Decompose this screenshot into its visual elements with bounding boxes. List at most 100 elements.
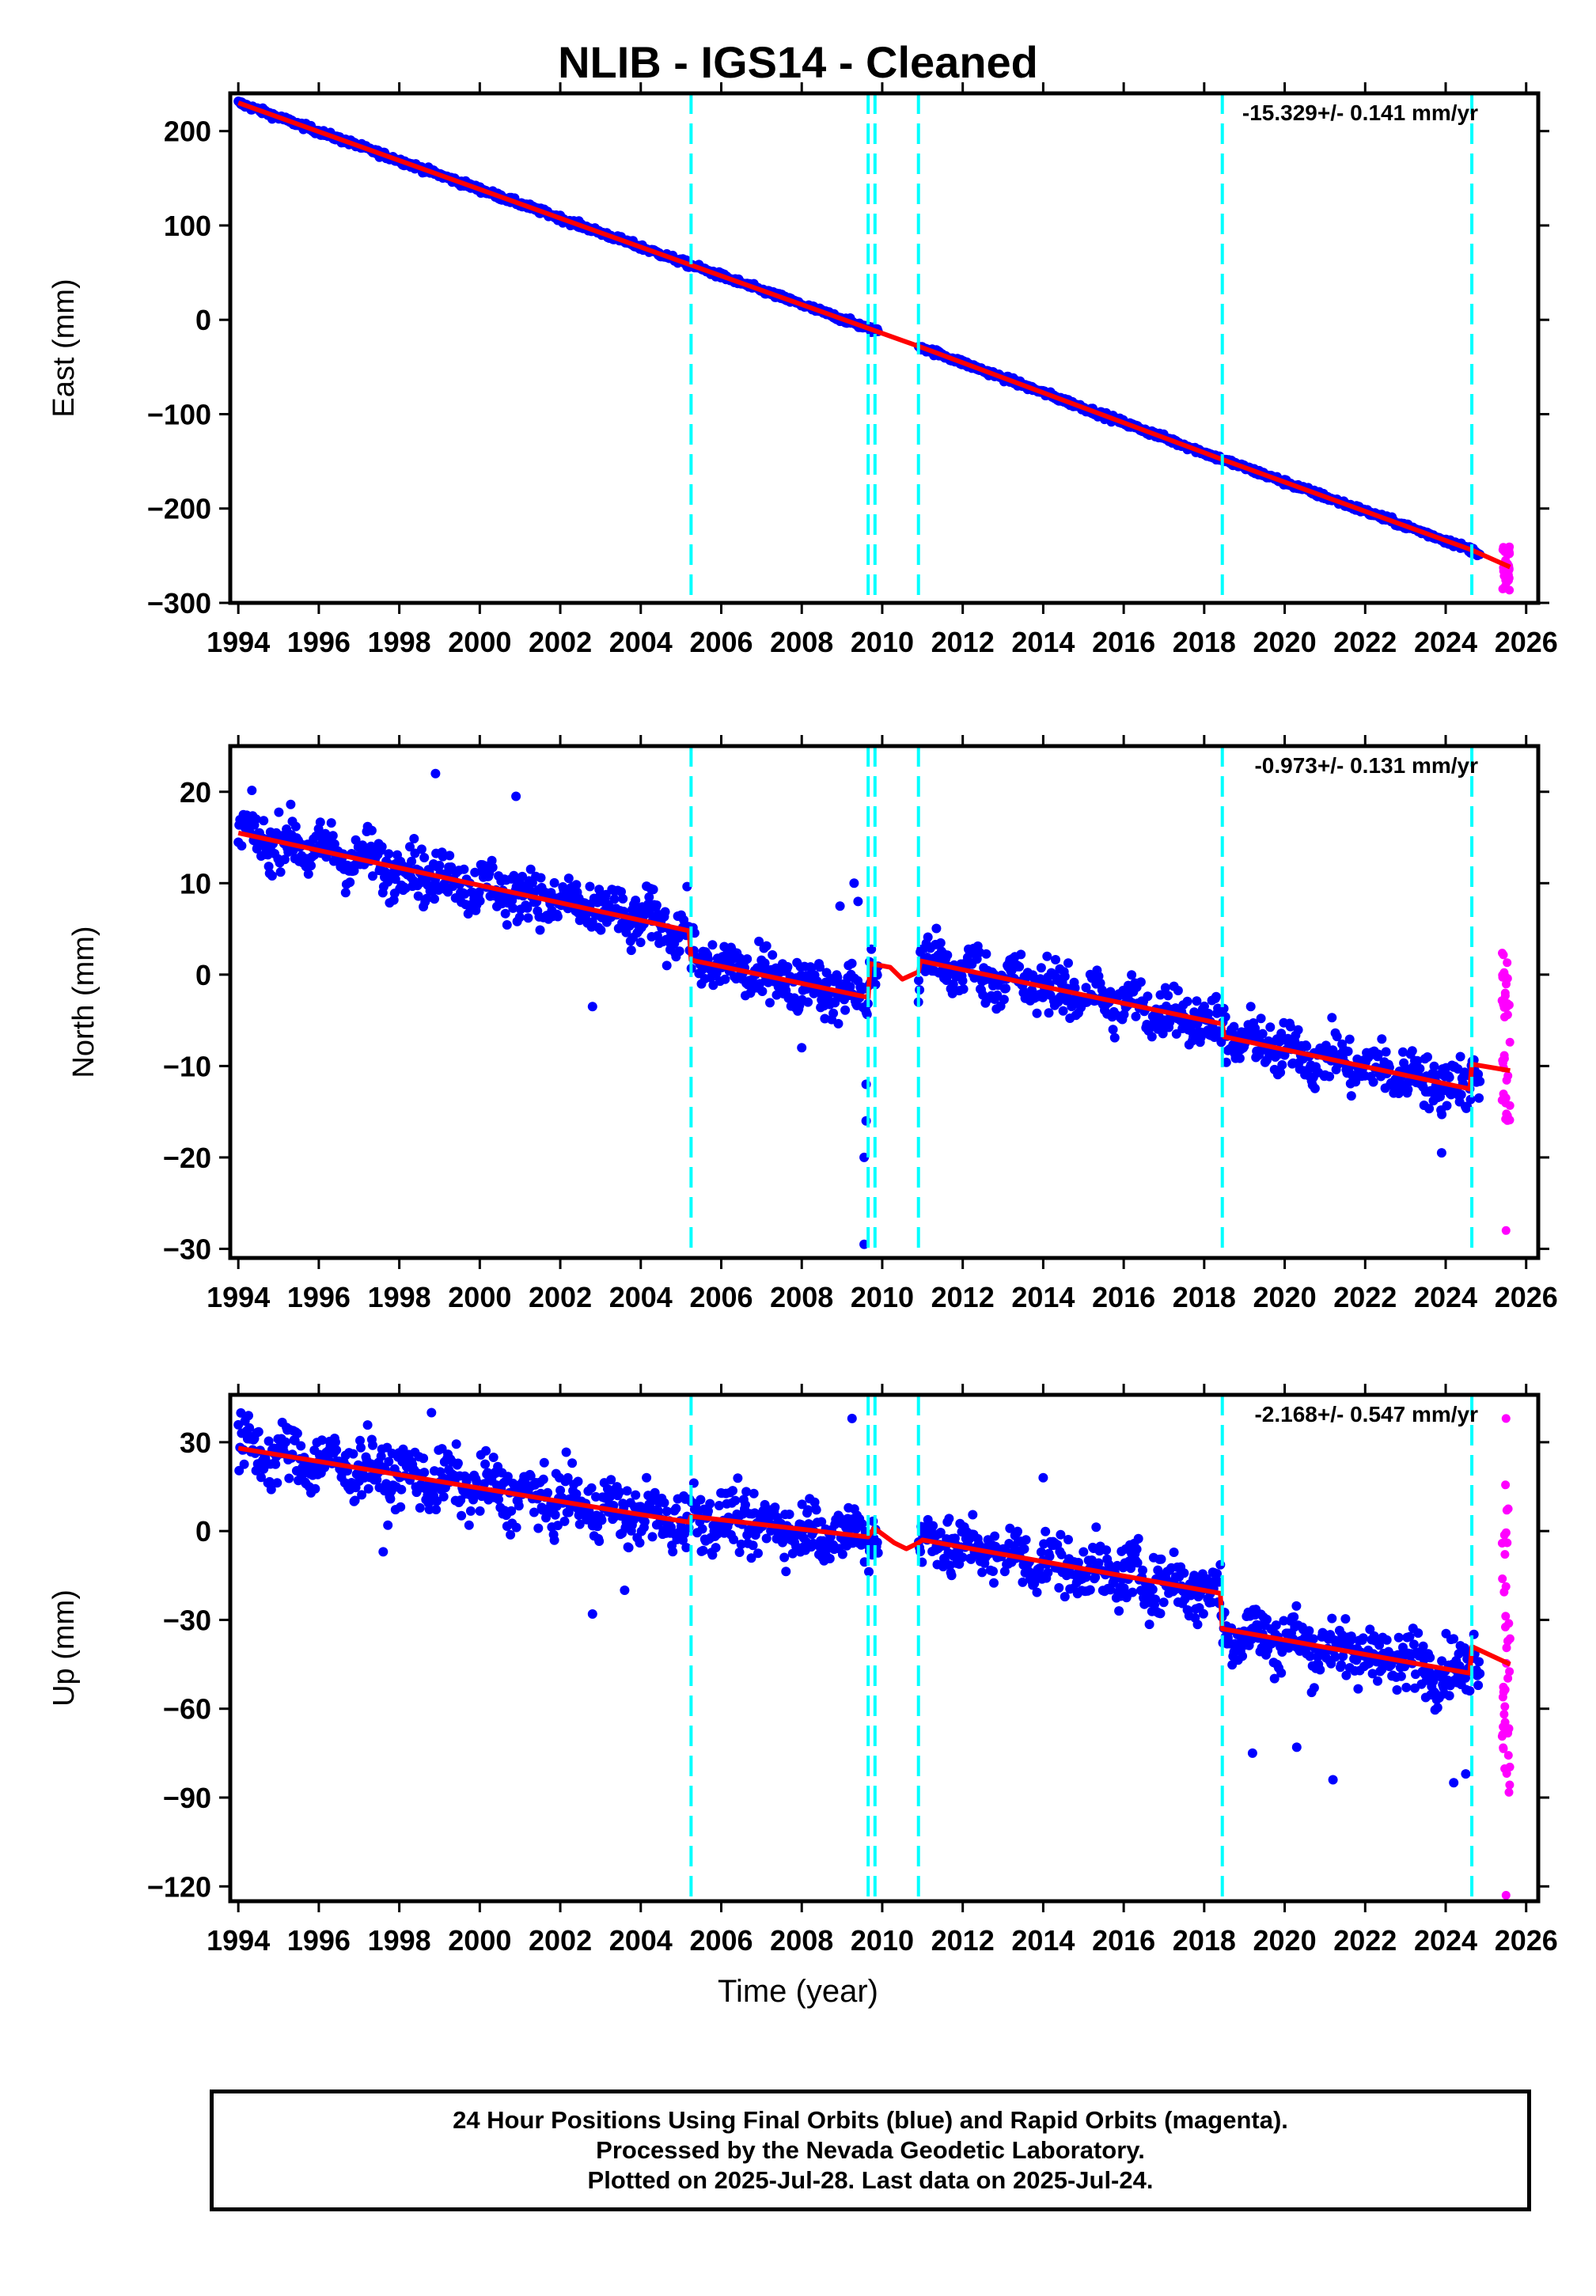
data-point xyxy=(1285,1021,1295,1032)
data-point xyxy=(511,1522,521,1533)
x-tick-label: 1998 xyxy=(368,1281,431,1313)
x-tick-label: 2012 xyxy=(931,626,995,658)
data-point xyxy=(811,1505,821,1515)
data-point xyxy=(1326,1658,1336,1669)
data-point xyxy=(1392,1685,1402,1695)
data-point xyxy=(290,821,301,832)
rapid-point xyxy=(1501,1414,1511,1423)
footer-box: 24 Hour Positions Using Final Orbits (bl… xyxy=(210,2090,1531,2211)
data-point xyxy=(1131,1011,1141,1021)
data-point xyxy=(377,842,387,852)
data-point xyxy=(1429,1061,1439,1071)
data-point xyxy=(1277,1060,1287,1070)
data-point xyxy=(1341,1670,1351,1680)
data-point xyxy=(480,1459,491,1469)
rapid-point xyxy=(1501,1226,1511,1235)
x-tick-label: 1998 xyxy=(368,1924,431,1957)
rapid-point xyxy=(1499,1744,1508,1753)
data-point xyxy=(1413,1628,1424,1639)
east-panel: 1994 1996 1998 2000 2002 2004 2006 2008 2010 2012… xyxy=(47,82,1558,658)
x-tick-label: 2022 xyxy=(1333,626,1397,658)
data-point xyxy=(957,1552,968,1563)
data-point xyxy=(459,864,469,874)
data-point xyxy=(748,1540,758,1551)
data-point xyxy=(1304,1626,1314,1636)
y-tick-label: −120 xyxy=(147,1870,211,1903)
data-point xyxy=(1373,1676,1382,1686)
data-point xyxy=(1018,1577,1028,1587)
data-point xyxy=(707,1550,718,1560)
data-point xyxy=(781,1567,791,1577)
data-point xyxy=(999,1567,1010,1577)
data-point xyxy=(864,1567,874,1577)
data-point xyxy=(596,925,606,935)
outlier-point xyxy=(587,1002,597,1012)
data-point xyxy=(1245,1002,1256,1012)
data-point xyxy=(651,900,662,911)
x-tick-label: 2002 xyxy=(529,1281,592,1313)
data-point xyxy=(981,949,991,959)
data-point xyxy=(757,987,768,996)
data-point xyxy=(803,1505,813,1515)
data-point xyxy=(500,908,510,919)
data-point xyxy=(563,1472,573,1483)
data-point xyxy=(1128,1587,1138,1597)
data-point xyxy=(1063,958,1073,968)
data-point xyxy=(331,1437,340,1447)
data-point xyxy=(1308,1634,1318,1644)
data-point xyxy=(618,894,628,904)
data-point xyxy=(267,871,277,881)
x-tick-label: 2008 xyxy=(770,626,833,658)
data-point xyxy=(533,1523,544,1533)
data-point xyxy=(647,1532,658,1542)
data-point xyxy=(368,1440,377,1450)
x-tick-label: 2014 xyxy=(1011,1281,1075,1313)
data-point xyxy=(292,1428,302,1438)
data-point xyxy=(832,972,843,983)
data-point xyxy=(1315,1665,1325,1675)
data-point xyxy=(749,1488,759,1498)
x-tick-label: 2008 xyxy=(770,1924,833,1957)
y-tick-label: −100 xyxy=(147,398,211,430)
data-point xyxy=(815,962,825,972)
x-tick-label: 2014 xyxy=(1011,1924,1075,1957)
data-point xyxy=(990,1531,1000,1541)
data-point xyxy=(1192,996,1202,1006)
data-point xyxy=(635,938,646,948)
data-point xyxy=(1147,1032,1157,1042)
x-tick-label: 2000 xyxy=(448,1924,511,1957)
data-point xyxy=(659,1498,669,1508)
data-point xyxy=(1424,1104,1435,1114)
data-point xyxy=(754,936,764,946)
data-point xyxy=(1368,1077,1378,1087)
data-point xyxy=(523,913,533,923)
data-point xyxy=(1133,1533,1143,1544)
x-tick-label: 2012 xyxy=(931,1924,995,1957)
x-tick-label: 2022 xyxy=(1333,1924,1397,1957)
y-tick-label: −60 xyxy=(163,1693,211,1726)
outlier-point xyxy=(1461,1769,1471,1779)
data-point xyxy=(1327,1013,1337,1023)
data-point xyxy=(376,1451,386,1461)
rapid-point xyxy=(1505,1101,1514,1110)
data-point xyxy=(1302,1041,1312,1051)
data-point xyxy=(1291,1601,1302,1611)
data-point xyxy=(1346,1631,1356,1642)
data-point xyxy=(872,1537,882,1548)
outlier-point xyxy=(426,1408,437,1418)
data-point xyxy=(779,1552,790,1563)
rapid-point xyxy=(1504,1619,1514,1628)
data-point xyxy=(761,941,771,951)
data-point xyxy=(609,894,620,904)
x-tick-label: 1994 xyxy=(207,1924,270,1957)
data-point xyxy=(1090,1572,1101,1582)
data-point xyxy=(1351,1077,1361,1087)
rapid-point xyxy=(1501,1528,1511,1537)
data-point xyxy=(475,896,485,906)
data-point xyxy=(481,1445,491,1456)
data-point xyxy=(1353,1684,1363,1694)
data-point xyxy=(1418,1641,1428,1651)
x-tick-label: 2000 xyxy=(448,1281,511,1313)
data-point xyxy=(1381,1047,1391,1057)
data-point xyxy=(1192,1620,1203,1630)
